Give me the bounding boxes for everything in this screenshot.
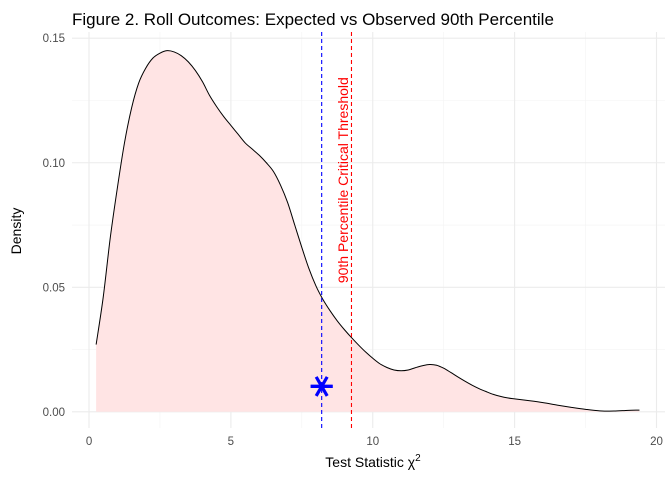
y-axis-title: Density [8,208,24,255]
y-tick-label: 0.05 [43,282,65,294]
threshold-annotation: 90th Percentile Critical Threshold [335,77,351,283]
x-axis-title: Test Statistic χ2 [325,453,421,470]
x-tick-label: 0 [86,436,92,448]
y-tick-label: 0.00 [43,407,65,419]
observed-marker [310,376,333,397]
chart-title: Figure 2. Roll Outcomes: Expected vs Obs… [72,10,554,29]
reference-lines [321,32,353,428]
y-tick-label: 0.15 [43,33,65,45]
x-tick-label: 5 [228,436,234,448]
x-tick-labels: 0 5 10 15 20 [86,436,663,448]
x-tick-label: 20 [650,436,663,448]
x-tick-label: 10 [366,436,379,448]
x-axis-title-text: Test Statistic χ [325,454,415,470]
x-tick-label: 15 [508,436,521,448]
density-fill-area [96,50,640,412]
y-tick-label: 0.10 [43,158,65,170]
y-tick-labels: 0.00 0.05 0.10 0.15 [43,33,65,419]
density-curve [95,50,640,412]
x-axis-title-superscript: 2 [415,453,421,464]
